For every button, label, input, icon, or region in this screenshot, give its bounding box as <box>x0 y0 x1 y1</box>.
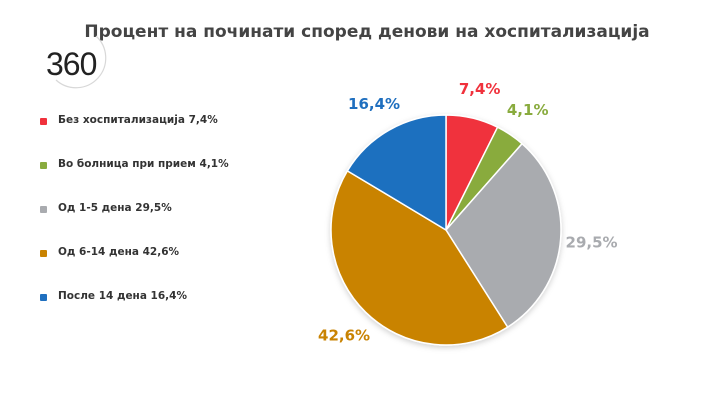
slice-data-label: 7,4% <box>459 80 501 98</box>
legend-item: После 14 дена 16,4% <box>40 290 290 334</box>
chart-legend: Без хоспитализација 7,4% Во болница при … <box>40 114 290 334</box>
logo-ring-icon <box>55 35 107 89</box>
chart-title: Процент на починати според денови на хос… <box>84 22 650 42</box>
legend-swatch <box>40 118 47 125</box>
legend-swatch <box>40 206 47 213</box>
slice-data-label: 16,4% <box>348 95 400 113</box>
legend-swatch <box>40 294 47 301</box>
legend-label: Без хоспитализација 7,4% <box>58 114 218 126</box>
legend-item: Без хоспитализација 7,4% <box>40 114 290 158</box>
legend-swatch <box>40 250 47 257</box>
legend-label: Од 6-14 дена 42,6% <box>58 246 180 258</box>
legend-swatch <box>40 162 47 169</box>
legend-item: Од 6-14 дена 42,6% <box>40 246 290 290</box>
logo: 360 <box>34 30 124 90</box>
logo-text: 360 <box>46 46 97 82</box>
pie-slice <box>330 169 509 346</box>
pie-slice <box>346 114 447 232</box>
legend-label: Од 1-5 дена 29,5% <box>58 202 172 214</box>
slice-data-label: 29,5% <box>566 233 618 251</box>
legend-label: После 14 дена 16,4% <box>58 290 187 302</box>
slice-data-label: 4,1% <box>507 101 549 119</box>
legend-item: Од 1-5 дена 29,5% <box>40 202 290 246</box>
slice-data-label: 42,6% <box>318 327 370 345</box>
pie-slice <box>445 142 562 329</box>
legend-item: Во болница при прием 4,1% <box>40 158 290 202</box>
legend-label: Во болница при прием 4,1% <box>58 158 229 170</box>
